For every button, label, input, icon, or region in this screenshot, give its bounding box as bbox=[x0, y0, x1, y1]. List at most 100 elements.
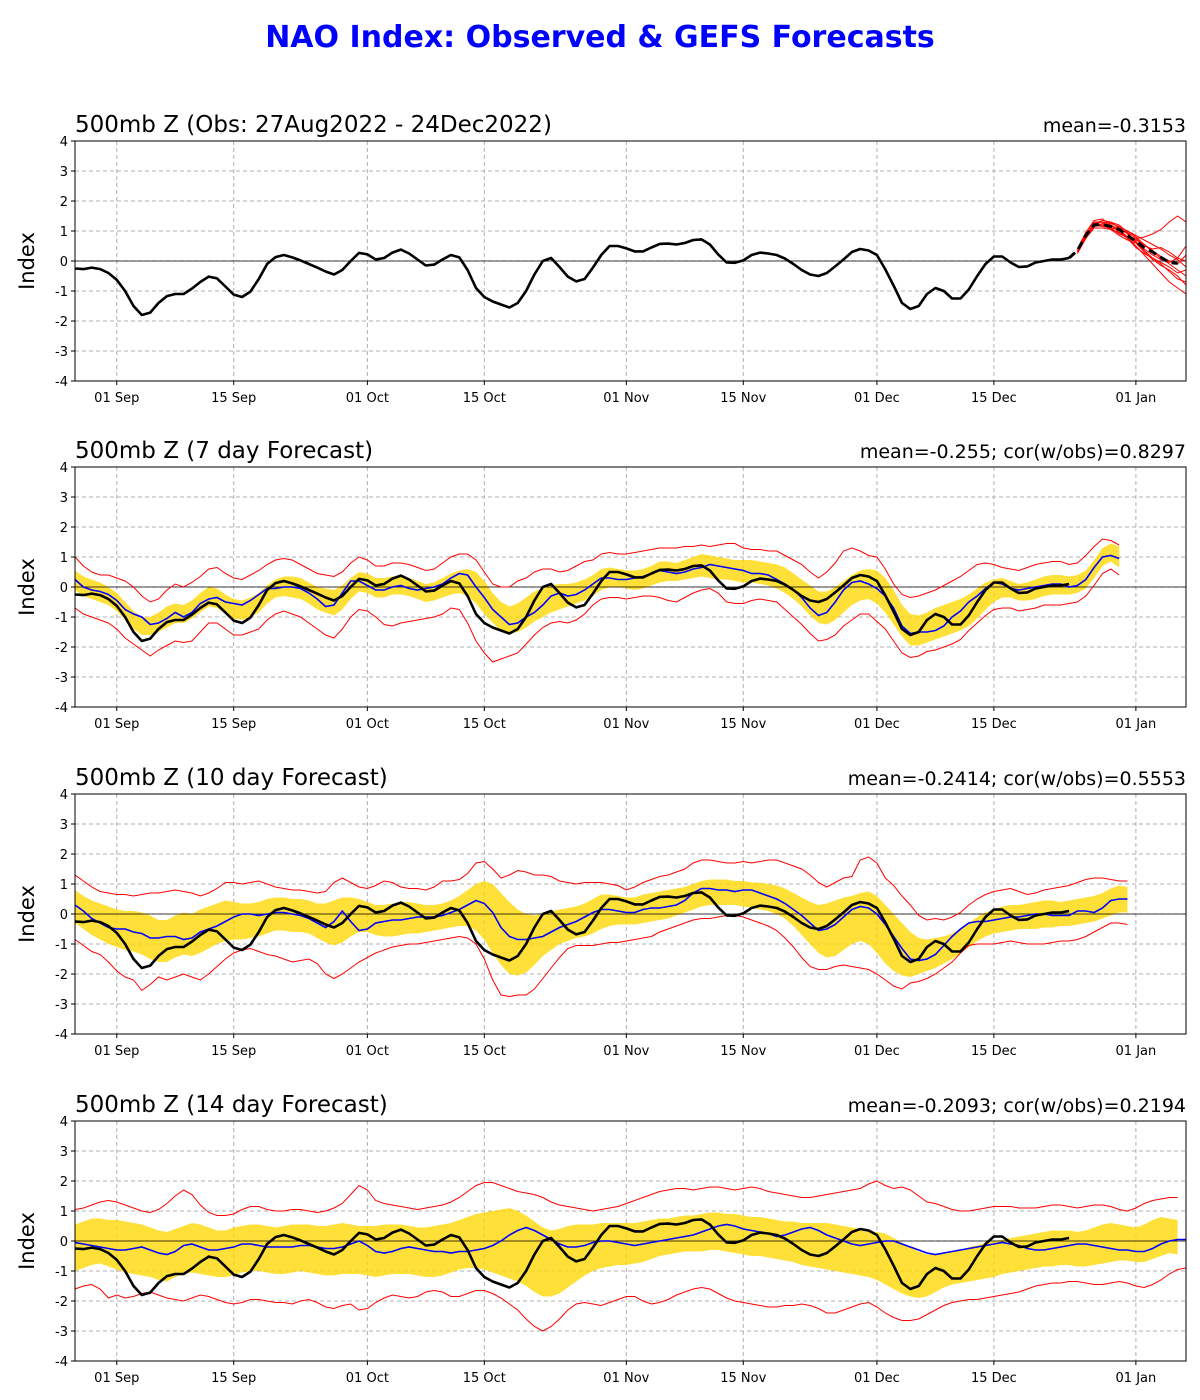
y-tick-label: -1 bbox=[55, 611, 68, 626]
panel-1: 500mb Z (7 day Forecast) mean=-0.255; cor… bbox=[15, 438, 1187, 732]
y-tick-label: -3 bbox=[55, 1325, 68, 1340]
x-tick-label: 01 Sep bbox=[94, 717, 139, 732]
y-tick-label: -2 bbox=[55, 641, 68, 656]
x-tick-label: 01 Jan bbox=[1116, 391, 1157, 406]
x-tick-label: 01 Jan bbox=[1116, 1044, 1157, 1059]
y-tick-label: 4 bbox=[60, 788, 68, 803]
x-tick-label: 15 Dec bbox=[971, 1044, 1017, 1059]
plot-frame bbox=[74, 466, 1187, 708]
x-tick-label: 15 Oct bbox=[463, 1371, 506, 1386]
forecast-mean-dashed-line bbox=[1068, 222, 1178, 265]
x-tick-label: 15 Sep bbox=[211, 391, 256, 406]
y-tick-label: 2 bbox=[60, 195, 68, 210]
y-tick-label: 4 bbox=[60, 461, 68, 476]
ensemble-min-line bbox=[75, 1267, 1186, 1332]
x-tick-label: 15 Nov bbox=[720, 717, 766, 732]
ensemble-member-line bbox=[1076, 227, 1186, 283]
y-tick-label: -1 bbox=[55, 1265, 68, 1280]
x-tick-label: 15 Sep bbox=[211, 717, 256, 732]
x-tick-label: 15 Dec bbox=[971, 1371, 1017, 1386]
y-tick-label: 3 bbox=[60, 818, 68, 833]
observed-line bbox=[75, 891, 1070, 970]
ensemble-max-line bbox=[75, 856, 1128, 921]
y-tick-label: 3 bbox=[60, 491, 68, 506]
plot-area bbox=[75, 538, 1186, 663]
y-tick-label: 0 bbox=[60, 581, 68, 596]
x-tick-label: 01 Sep bbox=[94, 1371, 139, 1386]
plot-frame bbox=[74, 1120, 1187, 1362]
panel-3: 500mb Z (14 day Forecast) mean=-0.2093; c… bbox=[15, 1092, 1187, 1386]
y-tick-label: 2 bbox=[60, 848, 68, 863]
observed-line bbox=[75, 564, 1070, 643]
y-tick-label: 1 bbox=[60, 551, 68, 566]
y-tick-label: 0 bbox=[60, 255, 68, 270]
y-axis-label: Index bbox=[15, 1212, 39, 1270]
y-tick-label: 4 bbox=[60, 1115, 68, 1130]
plot-area bbox=[75, 1180, 1186, 1332]
x-tick-label: 15 Dec bbox=[971, 391, 1017, 406]
x-tick-label: 01 Nov bbox=[603, 391, 649, 406]
ensemble-max-line bbox=[75, 1180, 1178, 1216]
observed-line bbox=[75, 238, 1070, 317]
panel-title: 500mb Z (10 day Forecast) bbox=[75, 765, 388, 791]
panel-stat: mean=-0.255; cor(w/obs)=0.8297 bbox=[860, 441, 1186, 463]
ensemble-mean-line bbox=[75, 554, 1120, 635]
x-tick-label: 01 Jan bbox=[1116, 717, 1157, 732]
panel-stat: mean=-0.2093; cor(w/obs)=0.2194 bbox=[848, 1095, 1186, 1117]
y-tick-label: -4 bbox=[55, 701, 68, 716]
plot-frame bbox=[74, 140, 1187, 382]
ensemble-min-line bbox=[75, 568, 1120, 663]
panel-title: 500mb Z (Obs: 27Aug2022 - 24Dec2022) bbox=[75, 112, 552, 138]
x-tick-label: 01 Oct bbox=[346, 1044, 389, 1059]
y-tick-label: 3 bbox=[60, 165, 68, 180]
x-tick-label: 15 Sep bbox=[211, 1044, 256, 1059]
y-axis-label: Index bbox=[15, 558, 39, 616]
y-axis-label: Index bbox=[15, 885, 39, 943]
y-tick-label: 1 bbox=[60, 878, 68, 893]
panel-stat: mean=-0.3153 bbox=[1043, 115, 1186, 137]
plot-area bbox=[75, 215, 1186, 317]
y-tick-label: 2 bbox=[60, 521, 68, 536]
x-tick-label: 01 Jan bbox=[1116, 1371, 1157, 1386]
main-title: NAO Index: Observed & GEFS Forecasts bbox=[265, 20, 935, 55]
x-tick-label: 15 Dec bbox=[971, 717, 1017, 732]
panel-title: 500mb Z (7 day Forecast) bbox=[75, 438, 373, 464]
y-tick-label: 1 bbox=[60, 225, 68, 240]
x-tick-label: 15 Nov bbox=[720, 1044, 766, 1059]
y-tick-label: -3 bbox=[55, 998, 68, 1013]
ensemble-max-line bbox=[75, 538, 1120, 603]
x-tick-label: 15 Oct bbox=[463, 1044, 506, 1059]
y-tick-label: -2 bbox=[55, 315, 68, 330]
y-tick-label: -2 bbox=[55, 968, 68, 983]
x-tick-label: 01 Sep bbox=[94, 1044, 139, 1059]
x-tick-label: 15 Oct bbox=[463, 717, 506, 732]
spread-band bbox=[75, 879, 1128, 977]
ensemble-min-line bbox=[75, 915, 1128, 998]
x-tick-label: 15 Sep bbox=[211, 1371, 256, 1386]
y-tick-label: -3 bbox=[55, 345, 68, 360]
y-tick-label: -1 bbox=[55, 938, 68, 953]
y-tick-label: -4 bbox=[55, 375, 68, 390]
x-tick-label: 15 Nov bbox=[720, 391, 766, 406]
y-tick-label: 0 bbox=[60, 1235, 68, 1250]
spread-band bbox=[75, 543, 1120, 646]
observed-line bbox=[75, 1218, 1070, 1297]
y-tick-label: -4 bbox=[55, 1355, 68, 1370]
x-tick-label: 01 Dec bbox=[854, 391, 900, 406]
x-tick-label: 01 Dec bbox=[854, 717, 900, 732]
y-tick-label: -2 bbox=[55, 1295, 68, 1310]
panel-2: 500mb Z (10 day Forecast) mean=-0.2414; c… bbox=[15, 765, 1187, 1059]
panel-title: 500mb Z (14 day Forecast) bbox=[75, 1092, 388, 1118]
y-tick-label: -4 bbox=[55, 1028, 68, 1043]
plot-area bbox=[75, 856, 1186, 998]
x-tick-label: 01 Oct bbox=[346, 391, 389, 406]
x-tick-label: 15 Oct bbox=[463, 391, 506, 406]
x-tick-label: 01 Dec bbox=[854, 1371, 900, 1386]
spread-band bbox=[75, 1208, 1178, 1298]
ensemble-mean-line bbox=[75, 1223, 1186, 1256]
y-axis-label: Index bbox=[15, 232, 39, 290]
y-tick-label: 4 bbox=[60, 135, 68, 150]
y-tick-label: 3 bbox=[60, 1145, 68, 1160]
y-tick-label: 1 bbox=[60, 1205, 68, 1220]
